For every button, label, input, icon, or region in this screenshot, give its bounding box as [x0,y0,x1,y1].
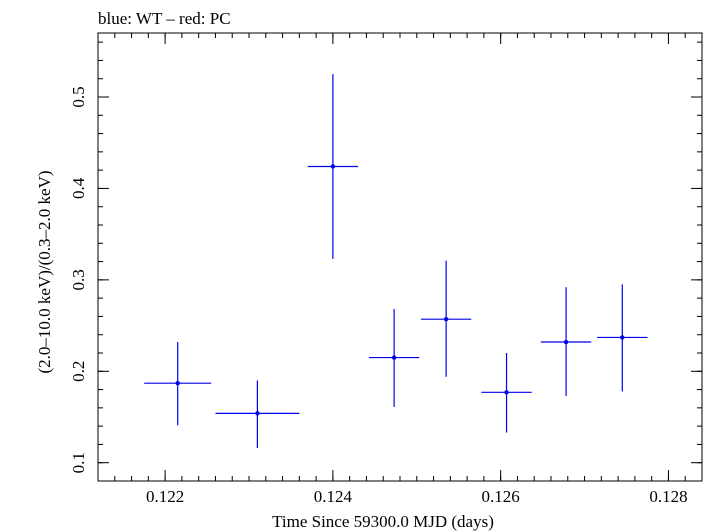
x-axis-label: Time Since 59300.0 MJD (days) [272,512,494,531]
y-tick-label: 0.2 [69,361,88,382]
data-layer [144,74,648,449]
data-point [175,380,180,386]
tick-labels: 0.122 0.124 0.126 0.128 0.1 0.2 0.3 0.4 0.5 [69,86,688,506]
y-tick-label: 0.4 [69,177,88,199]
axis-ticks [97,33,703,482]
y-axis-label: (2.0–10.0 keV)/(0.3–2.0 keV) [35,170,54,373]
x-tick-label: 0.128 [649,487,687,506]
data-point [504,390,509,395]
data-point [443,316,449,322]
data-point [563,339,569,345]
y-tick-label: 0.1 [69,452,88,473]
y-tick-label: 0.5 [69,86,88,107]
data-point [255,411,260,416]
x-tick-label: 0.124 [314,487,353,506]
x-tick-label: 0.122 [146,487,184,506]
data-point [330,164,336,169]
plot-frame [97,32,703,482]
series-wt [144,74,648,449]
data-point [620,335,625,340]
chart-title: blue: WT – red: PC [98,9,231,28]
y-tick-label: 0.3 [69,269,88,290]
x-tick-label: 0.126 [482,487,520,506]
data-point [391,355,397,360]
